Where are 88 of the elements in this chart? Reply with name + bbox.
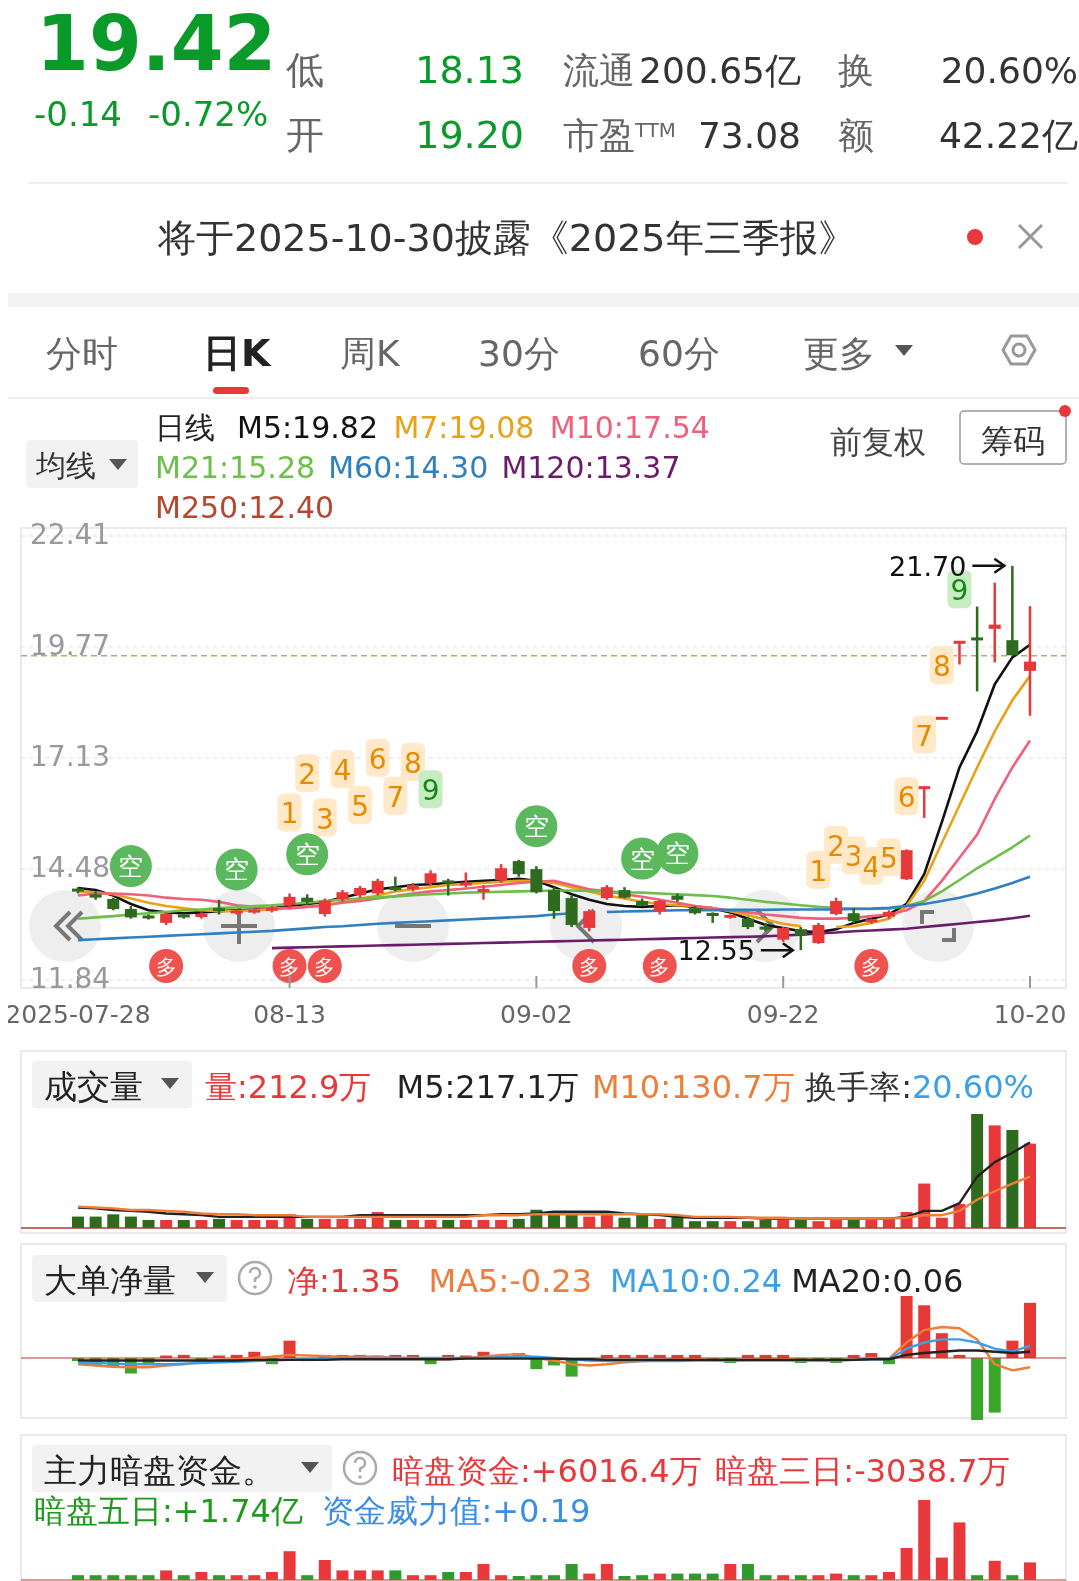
annotation: 多: [279, 955, 301, 979]
text: -0.14: [34, 94, 122, 134]
annotation: 4: [862, 850, 881, 884]
y-tick-label: 17.13: [30, 739, 111, 773]
annotation: 空: [224, 855, 250, 885]
annotation: 3: [315, 802, 334, 836]
text: M5:217.1万: [396, 1068, 579, 1106]
text: 30分: [478, 333, 560, 374]
text: M10:17.54: [549, 410, 710, 445]
text: 暗盘资金:+6016.4万: [392, 1452, 702, 1490]
x-tick-label: 10-20: [993, 1000, 1067, 1029]
annotation: 空: [523, 812, 549, 842]
text: 20.60%: [940, 50, 1078, 91]
text: -0.72%: [148, 94, 269, 134]
text: 73.08: [697, 115, 801, 156]
annotation: 7: [386, 780, 405, 814]
annotation: 空: [664, 839, 690, 869]
text: 19.42: [36, 0, 277, 88]
annotation: 多: [314, 955, 336, 979]
annotation: 4: [333, 754, 352, 788]
text: M250:12.40: [155, 490, 335, 525]
annotation: 多: [649, 955, 671, 979]
text: 前复权: [830, 423, 926, 461]
annotation: 12.55: [677, 935, 755, 967]
annotation: 空: [629, 844, 655, 874]
annotation: 2: [827, 829, 845, 863]
text: 市盈$^{TTM}$: [563, 115, 676, 156]
x-tick-label: 08-13: [253, 1000, 326, 1029]
chart-title: 日线: [155, 410, 215, 445]
annotation: 资金威力值:+0.19: [321, 1492, 591, 1530]
text: M5:19.82: [237, 410, 378, 445]
annotation: 多: [155, 955, 177, 979]
text: 18.13: [415, 48, 524, 92]
annotation: 8: [932, 650, 951, 684]
chart-title: 主力暗盘资金。: [44, 1451, 275, 1490]
annotation: 7: [915, 719, 934, 753]
text: M7:19.08: [393, 410, 535, 445]
text: 流通: [563, 50, 635, 91]
text: 将于2025-10-30披露《2025年三季报》: [157, 216, 856, 260]
text: 低: [286, 48, 324, 92]
annotation: 6: [897, 781, 916, 815]
series-label: MA10:0.24: [609, 1262, 783, 1300]
text: 量:212.9万: [205, 1068, 372, 1106]
text: 日K: [203, 331, 272, 375]
text: 200.65亿: [639, 50, 801, 91]
annotation: 暗盘五日:+1.74亿: [34, 1492, 303, 1530]
text: M21:15.28: [155, 450, 316, 485]
annotation: 5: [880, 842, 898, 876]
text: 均线: [35, 448, 96, 483]
annotation: 1: [809, 854, 828, 888]
text: 换手率:20.60%: [805, 1068, 1034, 1106]
annotation: 9: [421, 774, 440, 808]
y-tick-label: 22.41: [30, 518, 111, 551]
series-label: MA5:-0.23: [428, 1262, 593, 1300]
x-tick-label: 09-22: [746, 1000, 820, 1029]
text: M10:130.7万: [591, 1068, 795, 1106]
text: M120:13.37: [501, 450, 681, 485]
text: 筹码: [981, 422, 1045, 460]
y-tick-label: 11.84: [30, 962, 111, 995]
text: 暗盘三日:-3038.7万: [715, 1452, 1010, 1490]
annotation: 6: [368, 742, 387, 776]
annotation: 2: [298, 758, 317, 792]
annotation: 3: [844, 840, 863, 874]
annotation: 5: [351, 789, 369, 823]
text: 19.20: [415, 113, 524, 157]
text: 额: [838, 115, 874, 156]
series-label: MA20:0.06: [791, 1262, 964, 1300]
chart-title: 大单净量: [44, 1261, 176, 1300]
text: 更多: [803, 333, 875, 374]
text: 周K: [340, 333, 401, 374]
text: 分时: [46, 333, 118, 374]
annotation: 8: [404, 746, 422, 780]
text: 60分: [638, 333, 720, 374]
text: M60:14.30: [328, 450, 489, 485]
annotation: 多: [860, 955, 882, 979]
x-tick-label: 09-02: [500, 1000, 573, 1029]
annotation: 多: [578, 955, 600, 979]
x-tick-label: 2025-07-28: [5, 1000, 151, 1029]
annotation: 空: [294, 840, 320, 870]
text: 开: [286, 113, 324, 157]
annotation: 1: [280, 797, 299, 831]
text: 换: [838, 50, 874, 91]
annotation: 空: [118, 852, 144, 882]
annotation: 净:1.35: [287, 1262, 402, 1300]
y-tick-label: 14.48: [30, 851, 111, 885]
y-tick-label: 19.77: [30, 628, 111, 662]
text: 42.22亿: [938, 115, 1078, 156]
chart-title: 成交量: [44, 1067, 143, 1106]
